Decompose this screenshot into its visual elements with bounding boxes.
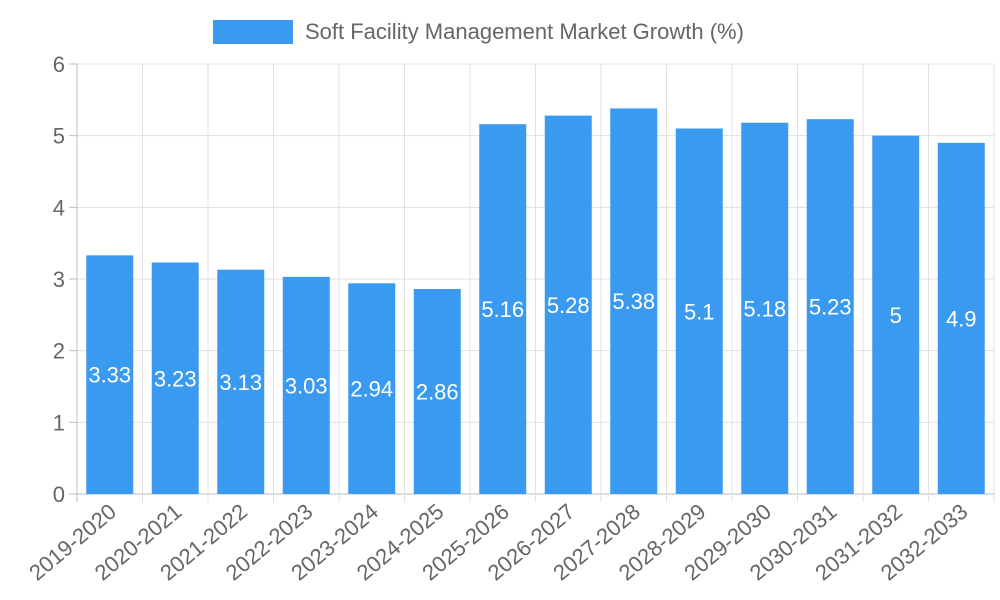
bar: [741, 122, 789, 495]
y-tick-label: 0: [53, 482, 65, 507]
bar: [151, 262, 199, 494]
bar-value-label: 4.9: [946, 306, 977, 331]
bars: [86, 108, 985, 495]
bar: [544, 115, 592, 494]
grid: [76, 63, 995, 502]
bar: [348, 283, 396, 494]
axes: [69, 63, 77, 495]
bar: [86, 255, 134, 494]
y-tick-label: 6: [53, 52, 65, 77]
bar-value-label: 3.33: [88, 363, 131, 388]
bar: [217, 269, 265, 494]
bar: [872, 135, 920, 494]
bar: [937, 142, 985, 495]
bar-value-label: 5.28: [547, 293, 590, 318]
bar: [479, 124, 527, 494]
y-axis-ticks: 0 1 2 3 4 5 6: [53, 52, 65, 507]
bar-value-label: 5.23: [809, 295, 852, 320]
bar-value-label: 3.03: [285, 373, 328, 398]
bar: [806, 119, 854, 494]
bar-value-label: 2.94: [350, 377, 393, 402]
bar-value-label: 5.18: [743, 296, 786, 321]
bar-value-label: 3.23: [154, 366, 197, 391]
y-tick-label: 3: [53, 267, 65, 292]
bar: [413, 289, 461, 494]
bar-value-label: 5: [890, 303, 902, 328]
bar-value-label: 5.1: [684, 299, 715, 324]
bar-value-label: 5.38: [612, 289, 655, 314]
bar-value-label: 2.86: [416, 380, 459, 405]
bar: [675, 128, 723, 494]
legend-label[interactable]: Soft Facility Management Market Growth (…: [305, 19, 744, 44]
y-tick-label: 4: [53, 195, 65, 220]
bar-value-label: 5.16: [481, 297, 524, 322]
data-labels: 3.33 3.23 3.13 3.03 2.94 2.86 5.16 5.28 5.38 5.1 5…: [88, 289, 976, 404]
y-tick-label: 1: [53, 410, 65, 435]
y-tick-label: 5: [53, 124, 65, 149]
legend-swatch[interactable]: [213, 20, 293, 44]
bar: [610, 108, 658, 494]
legend[interactable]: Soft Facility Management Market Growth (…: [213, 19, 744, 44]
bar: [282, 276, 330, 494]
bar-value-label: 3.13: [219, 370, 262, 395]
y-tick-label: 2: [53, 339, 65, 364]
x-axis-ticks: 2019-20202020-20212021-20222022-20232023…: [24, 499, 972, 586]
